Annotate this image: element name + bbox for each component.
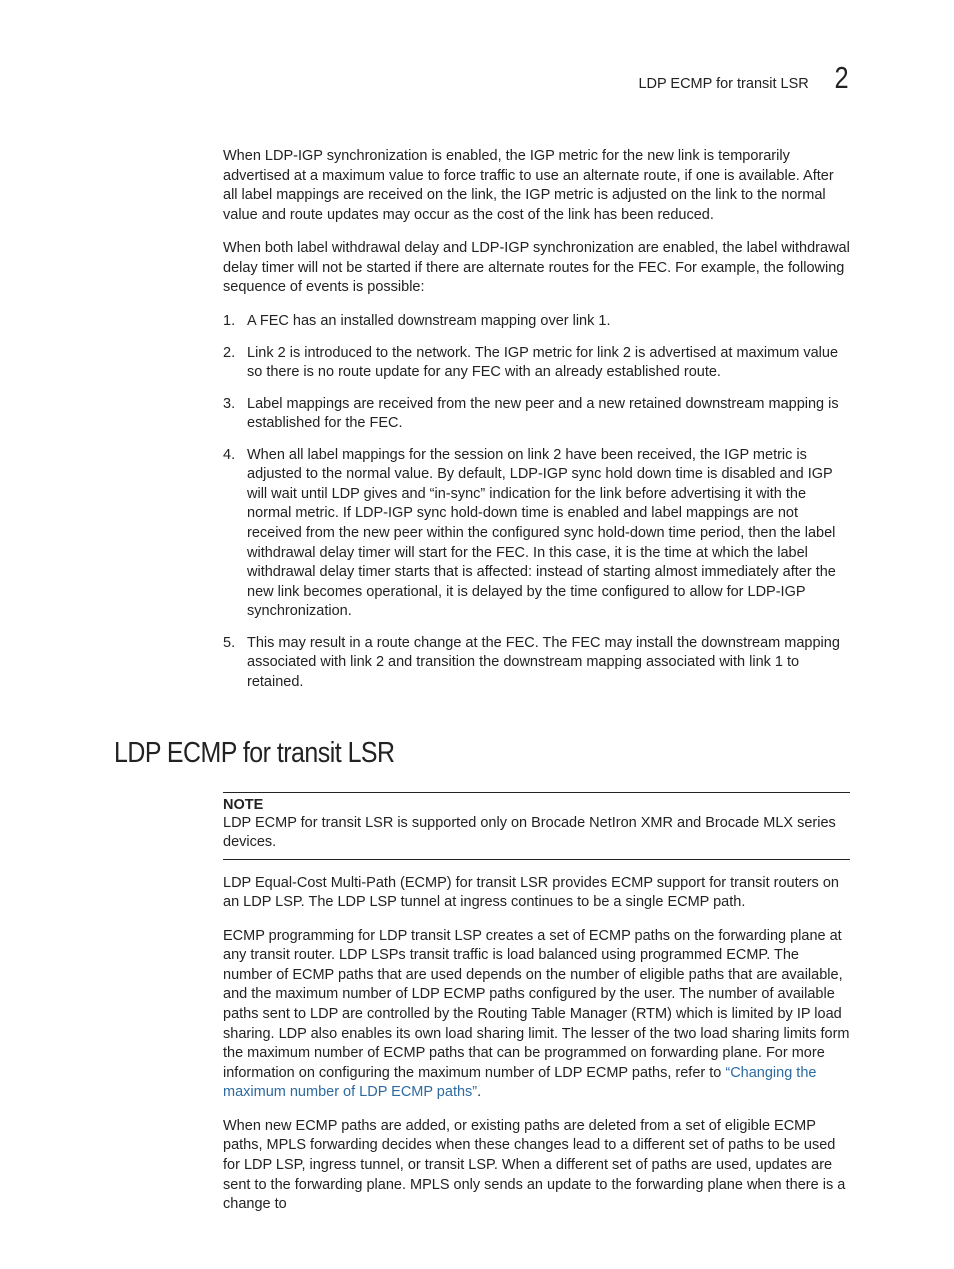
- list-item: Label mappings are received from the new…: [223, 395, 850, 434]
- list-item: When all label mappings for the session …: [223, 446, 850, 622]
- section-heading: LDP ECMP for transit LSR: [114, 737, 747, 770]
- document-page: LDP ECMP for transit LSR 2 When LDP-IGP …: [0, 0, 954, 1269]
- list-item: Link 2 is introduced to the network. The…: [223, 344, 850, 383]
- running-header: LDP ECMP for transit LSR 2: [114, 62, 850, 93]
- section-paragraph: When new ECMP paths are added, or existi…: [223, 1117, 850, 1215]
- section-body: NOTE LDP ECMP for transit LSR is support…: [223, 792, 850, 1215]
- intro-paragraph: When LDP-IGP synchronization is enabled,…: [223, 147, 850, 225]
- note-text: LDP ECMP for transit LSR is supported on…: [223, 814, 850, 853]
- list-item: A FEC has an installed downstream mappin…: [223, 312, 850, 332]
- intro-paragraph: When both label withdrawal delay and LDP…: [223, 239, 850, 298]
- section-paragraph: LDP Equal-Cost Multi-Path (ECMP) for tra…: [223, 874, 850, 913]
- body-content: When LDP-IGP synchronization is enabled,…: [223, 147, 850, 693]
- running-header-chapter-number: 2: [834, 62, 848, 93]
- section-paragraph: ECMP programming for LDP transit LSP cre…: [223, 927, 850, 1103]
- paragraph-text: ECMP programming for LDP transit LSP cre…: [223, 928, 850, 1081]
- note-label: NOTE: [223, 797, 850, 813]
- paragraph-text: .: [477, 1084, 481, 1100]
- sequence-list: A FEC has an installed downstream mappin…: [223, 312, 850, 693]
- note-box: NOTE LDP ECMP for transit LSR is support…: [223, 792, 850, 860]
- running-header-text: LDP ECMP for transit LSR: [638, 76, 808, 92]
- list-item: This may result in a route change at the…: [223, 634, 850, 693]
